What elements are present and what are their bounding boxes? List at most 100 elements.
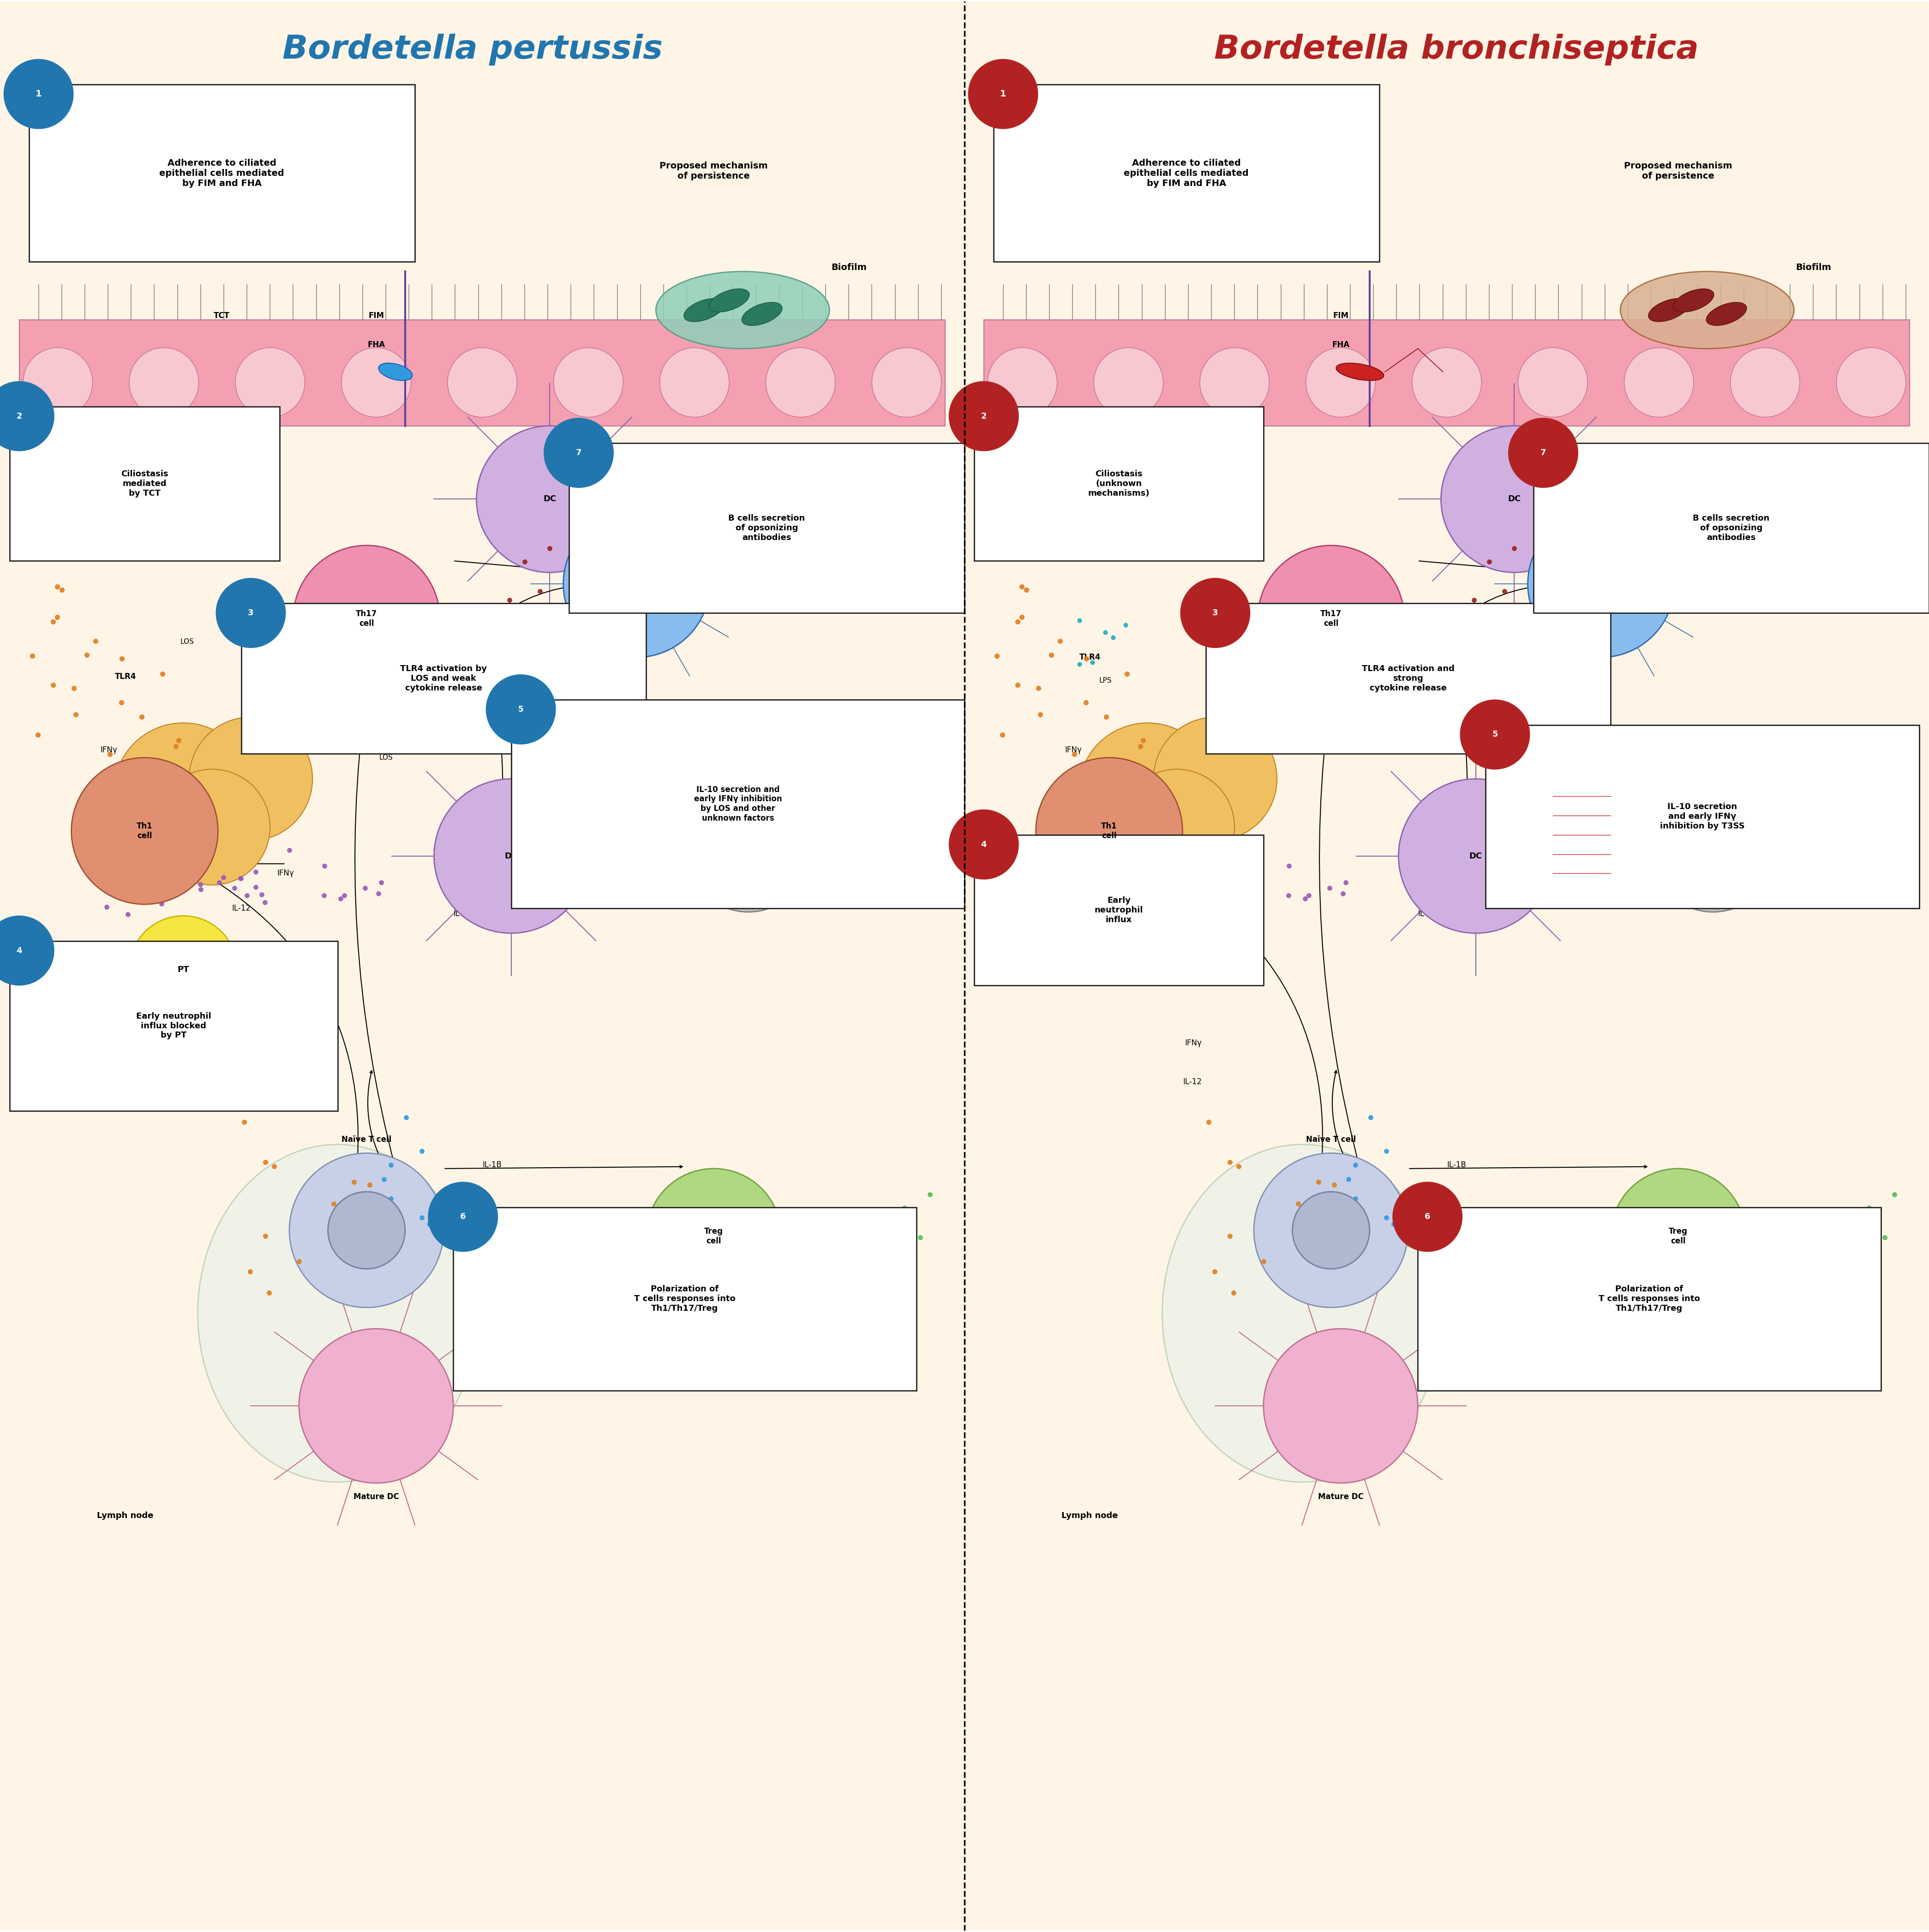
Point: [1055, 891, 1086, 922]
Text: IL-1B: IL-1B: [453, 827, 473, 835]
Point: [363, 877, 394, 908]
Text: IL-12: IL-12: [231, 904, 251, 912]
Text: TNFα: TNFα: [1067, 823, 1086, 831]
Point: [37, 670, 68, 701]
Point: [147, 659, 177, 690]
Point: [1331, 1184, 1362, 1215]
Point: [1001, 607, 1032, 638]
Circle shape: [189, 717, 312, 840]
Point: [147, 889, 177, 920]
Circle shape: [872, 348, 941, 417]
Point: [1128, 724, 1159, 755]
Point: [1470, 599, 1501, 630]
Point: [338, 680, 368, 711]
Point: [1314, 873, 1345, 904]
Point: [235, 1256, 266, 1287]
Point: [1372, 1202, 1402, 1233]
Point: [118, 856, 149, 887]
Point: [249, 1221, 280, 1252]
Point: [1838, 1231, 1869, 1262]
Text: Biofilm: Biofilm: [831, 263, 866, 272]
Point: [249, 1146, 280, 1177]
Ellipse shape: [710, 288, 748, 313]
Point: [982, 639, 1013, 670]
Point: [1337, 1217, 1368, 1248]
Point: [23, 719, 54, 750]
Text: LPS: LPS: [1100, 676, 1111, 684]
Point: [1213, 1221, 1244, 1252]
Circle shape: [476, 425, 623, 572]
Point: [309, 850, 340, 881]
Text: Polarization of
T cells responses into
Th1/Th17/Treg: Polarization of T cells responses into T…: [1599, 1285, 1699, 1312]
Point: [1092, 701, 1123, 732]
Point: [1377, 1209, 1408, 1240]
FancyBboxPatch shape: [1206, 603, 1611, 753]
Point: [467, 624, 498, 655]
Point: [1007, 572, 1038, 603]
Point: [85, 842, 116, 873]
Point: [442, 609, 473, 639]
Circle shape: [1200, 348, 1269, 417]
Point: [1323, 1221, 1354, 1252]
Text: IL-8: IL-8: [1053, 860, 1069, 867]
Point: [1319, 1169, 1350, 1200]
Circle shape: [328, 1192, 405, 1269]
Ellipse shape: [1721, 578, 1752, 601]
Circle shape: [554, 348, 623, 417]
Text: TLR4: TLR4: [114, 672, 137, 680]
Point: [525, 576, 556, 607]
Point: [376, 1182, 407, 1213]
Point: [71, 639, 102, 670]
Text: 4: 4: [982, 840, 986, 848]
Point: [127, 701, 158, 732]
FancyBboxPatch shape: [1485, 724, 1919, 908]
Point: [185, 869, 216, 900]
Text: IFNγ: IFNγ: [220, 1039, 237, 1047]
Text: IFNγ: IFNγ: [1242, 869, 1258, 877]
Circle shape: [1263, 1329, 1418, 1484]
Point: [367, 867, 397, 898]
Text: 6: 6: [461, 1213, 465, 1221]
Point: [81, 626, 112, 657]
Text: Th1
cell: Th1 cell: [137, 821, 152, 840]
Point: [106, 688, 137, 719]
Text: IL-10: IL-10: [849, 1227, 868, 1235]
Point: [1775, 1244, 1806, 1275]
Point: [1194, 1107, 1225, 1138]
Text: TLR4 activation and
strong
cytokine release: TLR4 activation and strong cytokine rele…: [1362, 665, 1454, 692]
Point: [424, 1186, 455, 1217]
Point: [284, 1246, 314, 1277]
Point: [1082, 856, 1113, 887]
Point: [1248, 1246, 1279, 1277]
Point: [37, 607, 68, 638]
Circle shape: [1078, 723, 1217, 862]
Circle shape: [1254, 1153, 1408, 1308]
Point: [1499, 533, 1530, 564]
Point: [1211, 879, 1242, 910]
Point: [432, 1175, 463, 1206]
Ellipse shape: [685, 298, 723, 321]
Circle shape: [0, 381, 54, 450]
FancyBboxPatch shape: [1418, 1208, 1881, 1391]
Point: [338, 717, 368, 748]
Point: [231, 879, 262, 910]
Ellipse shape: [1337, 363, 1383, 381]
FancyBboxPatch shape: [993, 85, 1379, 263]
Point: [372, 1217, 403, 1248]
Point: [822, 1256, 853, 1287]
Point: [160, 730, 191, 761]
Point: [1204, 871, 1235, 902]
Point: [1111, 659, 1142, 690]
Point: [247, 879, 278, 910]
Ellipse shape: [862, 522, 893, 535]
Text: IFNγ: IFNγ: [1815, 846, 1831, 854]
Circle shape: [235, 348, 305, 417]
Text: TLR4: TLR4: [1078, 653, 1101, 661]
Text: Bordetella pertussis: Bordetella pertussis: [282, 33, 664, 66]
Text: Phagocytosis
by macrophage: Phagocytosis by macrophage: [849, 591, 910, 607]
Point: [164, 724, 195, 755]
Point: [108, 856, 139, 887]
Point: [1213, 887, 1244, 918]
Point: [309, 879, 340, 910]
Point: [1173, 862, 1204, 893]
